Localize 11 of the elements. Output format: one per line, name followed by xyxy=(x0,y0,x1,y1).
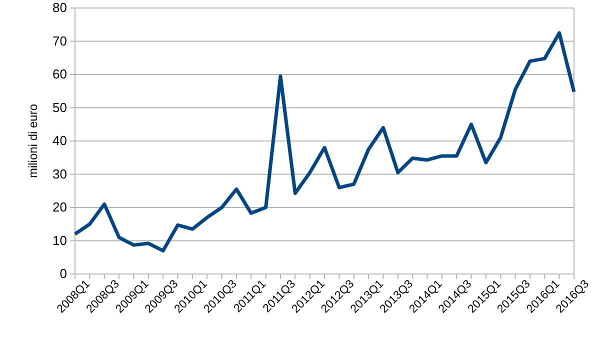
y-axis-title: milioni di euro xyxy=(26,104,40,178)
y-tick-label: 20 xyxy=(52,200,67,215)
y-tick-label: 10 xyxy=(52,232,67,248)
y-tick-label: 50 xyxy=(52,100,67,115)
y-tick-label: 70 xyxy=(52,33,67,48)
line-series xyxy=(73,31,576,252)
y-tick-label: 0 xyxy=(60,266,67,282)
y-tick-label: 60 xyxy=(52,66,67,82)
y-tick-label: 80 xyxy=(52,0,67,16)
y-tick-label: 30 xyxy=(52,166,67,182)
y-tick-label: 40 xyxy=(52,133,67,148)
